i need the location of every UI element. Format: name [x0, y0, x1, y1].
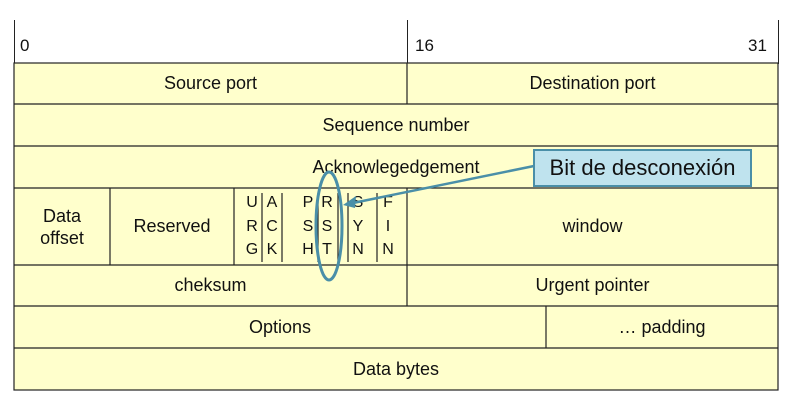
- data-offset-cell: Data offset: [14, 188, 110, 265]
- data-offset-label: Data offset: [40, 205, 84, 248]
- flag-urg-letter-2: R: [246, 217, 258, 235]
- callout-box: Bit de desconexión: [533, 149, 752, 187]
- right-boundary-line: [778, 20, 779, 64]
- flag-ack-letter-1: A: [266, 194, 278, 211]
- options-label: Options: [248, 316, 312, 337]
- flag-rst-letter-3: T: [322, 241, 332, 258]
- padding-cell: … padding: [546, 306, 778, 348]
- flag-psh-letter-2: S: [302, 217, 314, 235]
- flag-psh-letter-1: P: [302, 194, 314, 211]
- checksum-label: cheksum: [174, 275, 247, 295]
- sequence-number-label: Sequence number: [322, 114, 470, 135]
- callout-arrow-head: [343, 196, 356, 208]
- data-bytes-label: Data bytes: [352, 358, 440, 379]
- flag-ack-letter-2: C: [266, 217, 278, 235]
- flag-fin-letter-2: I: [385, 217, 391, 235]
- flag-ack: A C K: [264, 189, 280, 264]
- flag-fin-letter-3: N: [382, 241, 394, 258]
- padding-label: … padding: [618, 316, 706, 337]
- reserved-label: Reserved: [133, 216, 211, 236]
- flag-rst-letter-1: R: [321, 194, 333, 211]
- flag-ack-letter-3: K: [266, 241, 278, 258]
- acknowledgement-label: Acknowlegedgement: [312, 156, 480, 177]
- bit-label-start: 0: [20, 36, 30, 55]
- flag-rst: R S T: [319, 189, 335, 264]
- urgent-pointer-label: Urgent pointer: [535, 275, 650, 295]
- flag-rst-letter-2: S: [321, 217, 333, 235]
- options-cell: Options: [14, 306, 546, 348]
- mid-boundary-line: [407, 20, 408, 64]
- window-cell: window: [407, 188, 778, 265]
- window-label: window: [562, 216, 623, 236]
- source-port-cell: Source port: [14, 63, 407, 104]
- callout-arrow-line: [347, 164, 535, 206]
- sequence-number-cell: Sequence number: [14, 104, 778, 146]
- destination-port-cell: Destination port: [407, 63, 778, 104]
- flag-psh-letter-3: H: [302, 241, 314, 258]
- flags-cell: [234, 188, 407, 265]
- checksum-cell: cheksum: [14, 265, 407, 306]
- flag-urg-letter-1: U: [246, 194, 258, 211]
- callout-text: Bit de desconexión: [549, 155, 736, 180]
- header-outline: [13, 62, 779, 391]
- data-bytes-cell: Data bytes: [14, 348, 778, 390]
- flag-urg-letter-3: G: [245, 241, 259, 258]
- flag-syn-letter-3: N: [352, 241, 364, 258]
- flag-urg: U R G: [244, 189, 260, 264]
- left-boundary-line: [14, 20, 15, 64]
- bit-label-end: 31: [748, 36, 767, 55]
- bit-label-middle: 16: [415, 36, 434, 55]
- source-port-label: Source port: [163, 73, 258, 93]
- flag-psh: P S H: [300, 189, 316, 264]
- flag-syn-letter-2: Y: [352, 217, 364, 235]
- flag-fin: F I N: [380, 189, 396, 264]
- flag-fin-letter-1: F: [383, 194, 393, 211]
- urgent-pointer-cell: Urgent pointer: [407, 265, 778, 306]
- destination-port-label: Destination port: [529, 73, 656, 93]
- rst-highlight-ellipse: [314, 170, 344, 282]
- reserved-cell: Reserved: [110, 188, 234, 265]
